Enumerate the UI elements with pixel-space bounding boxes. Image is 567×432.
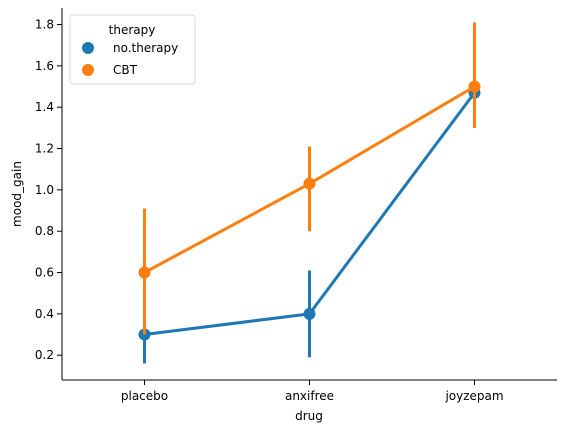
y-tick-label: 0.4 — [35, 307, 54, 321]
y-tick-label: 1.0 — [35, 183, 54, 197]
legend-marker-cbt — [82, 64, 94, 76]
y-tick-label: 0.2 — [35, 348, 54, 362]
x-axis-label: drug — [295, 409, 323, 423]
y-tick-label: 0.8 — [35, 224, 54, 238]
x-tick-label: joyzepam — [444, 389, 503, 403]
y-tick-label: 1.8 — [35, 18, 54, 32]
legend-title: therapy — [109, 23, 156, 37]
legend-frame — [69, 14, 196, 85]
data-point-cbt — [468, 80, 481, 93]
data-point-cbt — [138, 266, 151, 279]
data-point-cbt — [303, 177, 316, 190]
y-tick-label: 0.6 — [35, 266, 54, 280]
legend-label-cbt: CBT — [113, 63, 138, 77]
legend-label-no-therapy: no.therapy — [113, 41, 178, 55]
y-tick-label: 1.2 — [35, 142, 54, 156]
y-axis-ticks: 0.2 0.4 0.6 0.8 1.0 1.2 1.4 1.6 1.8 — [35, 18, 62, 362]
y-axis-label: mood_gain — [10, 161, 24, 227]
legend: therapy no.therapy CBT — [69, 14, 196, 85]
x-tick-label: anxifree — [285, 389, 334, 403]
x-tick-label: placebo — [121, 389, 168, 403]
data-point-no-therapy — [303, 307, 316, 320]
x-axis-ticks: placebo anxifree joyzepam — [121, 380, 504, 403]
series-layer — [138, 22, 481, 364]
legend-marker-no-therapy — [82, 42, 94, 54]
y-tick-label: 1.4 — [35, 100, 54, 114]
y-tick-label: 1.6 — [35, 59, 54, 73]
